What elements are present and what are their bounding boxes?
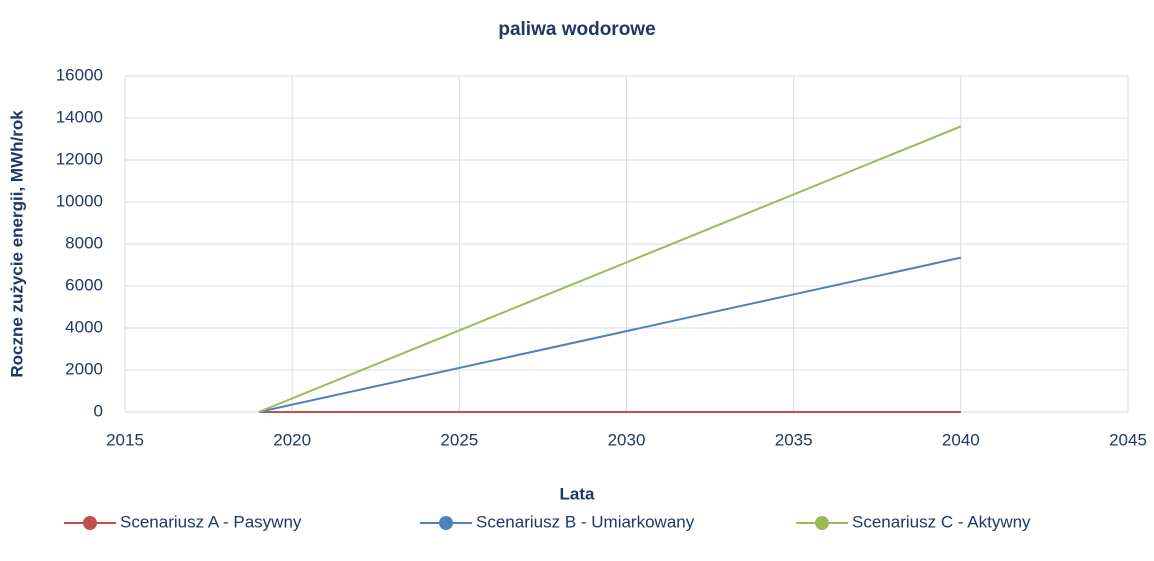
legend-marker [83,516,97,530]
legend-label: Scenariusz A - Pasywny [120,512,302,531]
chart-title: paliwa wodorowe [498,19,655,40]
legend-marker [815,516,829,530]
y-tick-label: 8000 [65,233,103,252]
y-tick-label: 2000 [65,359,103,378]
y-axis-title: Roczne zużycie energii, MWh/rok [7,110,26,378]
y-tick-label: 0 [94,401,103,420]
x-axis-title: Lata [560,484,596,503]
x-tick-label: 2025 [440,430,478,449]
x-tick-label: 2020 [273,430,311,449]
x-tick-label: 2035 [775,430,813,449]
legend-marker [439,516,453,530]
y-tick-label: 14000 [56,107,103,126]
series-line [258,256,962,413]
series-line [258,125,962,413]
y-tick-label: 16000 [56,65,103,84]
y-tick-label: 12000 [56,149,103,168]
x-tick-label: 2030 [608,430,646,449]
y-tick-label: 6000 [65,275,103,294]
legend-label: Scenariusz B - Umiarkowany [476,512,695,531]
x-tick-label: 2015 [106,430,144,449]
x-tick-label: 2040 [942,430,980,449]
legend-label: Scenariusz C - Aktywny [852,512,1031,531]
y-tick-label: 10000 [56,191,103,210]
y-tick-label: 4000 [65,317,103,336]
x-tick-label: 2045 [1109,430,1147,449]
